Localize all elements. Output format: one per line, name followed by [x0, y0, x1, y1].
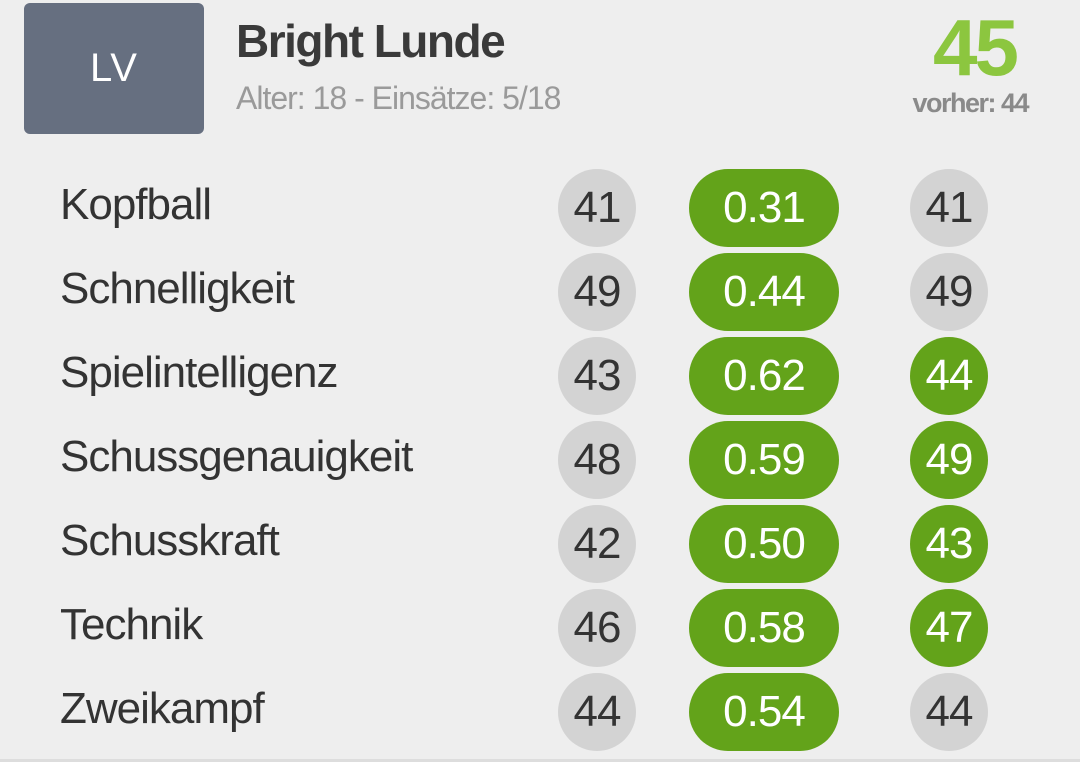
- skills-list: Kopfball 41 0.31 41 Schnelligkeit 49 0.4…: [0, 166, 1080, 754]
- skill-row-schnelligkeit: Schnelligkeit 49 0.44 49: [0, 250, 1080, 334]
- skill-row-technik: Technik 46 0.58 47: [0, 586, 1080, 670]
- skill-progress-pill: 0.44: [689, 253, 839, 331]
- skill-old-value: 48: [558, 421, 636, 499]
- skill-progress-pill: 0.58: [689, 589, 839, 667]
- skill-new-value: 49: [910, 421, 988, 499]
- skill-row-schussgenauigkeit: Schussgenauigkeit 48 0.59 49: [0, 418, 1080, 502]
- skill-label: Spielintelligenz: [60, 348, 339, 397]
- skill-progress-pill: 0.31: [689, 169, 839, 247]
- skill-old-value: 42: [558, 505, 636, 583]
- skill-label: Technik: [60, 600, 203, 649]
- skill-label: Schussgenauigkeit: [60, 432, 413, 481]
- position-badge: LV: [24, 3, 204, 134]
- skill-new-value: 47: [910, 589, 988, 667]
- skill-new-value: 44: [910, 673, 988, 751]
- overall-rating: 45: [933, 3, 1019, 92]
- skill-label: Kopfball: [60, 180, 212, 229]
- skill-old-value: 46: [558, 589, 636, 667]
- player-meta: Alter: 18 - Einsätze: 5/18: [236, 80, 561, 116]
- skill-progress-pill: 0.62: [689, 337, 839, 415]
- player-name: Bright Lunde: [236, 15, 506, 67]
- skill-new-value: 49: [910, 253, 988, 331]
- skill-old-value: 49: [558, 253, 636, 331]
- skill-old-value: 43: [558, 337, 636, 415]
- bottom-divider: [0, 759, 1080, 762]
- skill-label: Zweikampf: [60, 684, 265, 733]
- skill-row-spielintelligenz: Spielintelligenz 43 0.62 44: [0, 334, 1080, 418]
- skill-progress-pill: 0.50: [689, 505, 839, 583]
- skill-row-zweikampf: Zweikampf 44 0.54 44: [0, 670, 1080, 754]
- skill-label: Schusskraft: [60, 516, 280, 565]
- skill-progress-pill: 0.54: [689, 673, 839, 751]
- previous-rating: vorher: 44: [912, 88, 1029, 118]
- skill-new-value: 41: [910, 169, 988, 247]
- skill-label: Schnelligkeit: [60, 264, 295, 313]
- skill-row-schusskraft: Schusskraft 42 0.50 43: [0, 502, 1080, 586]
- skill-row-kopfball: Kopfball 41 0.31 41: [0, 166, 1080, 250]
- skill-new-value: 44: [910, 337, 988, 415]
- skill-new-value: 43: [910, 505, 988, 583]
- skill-progress-pill: 0.59: [689, 421, 839, 499]
- skill-old-value: 41: [558, 169, 636, 247]
- skill-old-value: 44: [558, 673, 636, 751]
